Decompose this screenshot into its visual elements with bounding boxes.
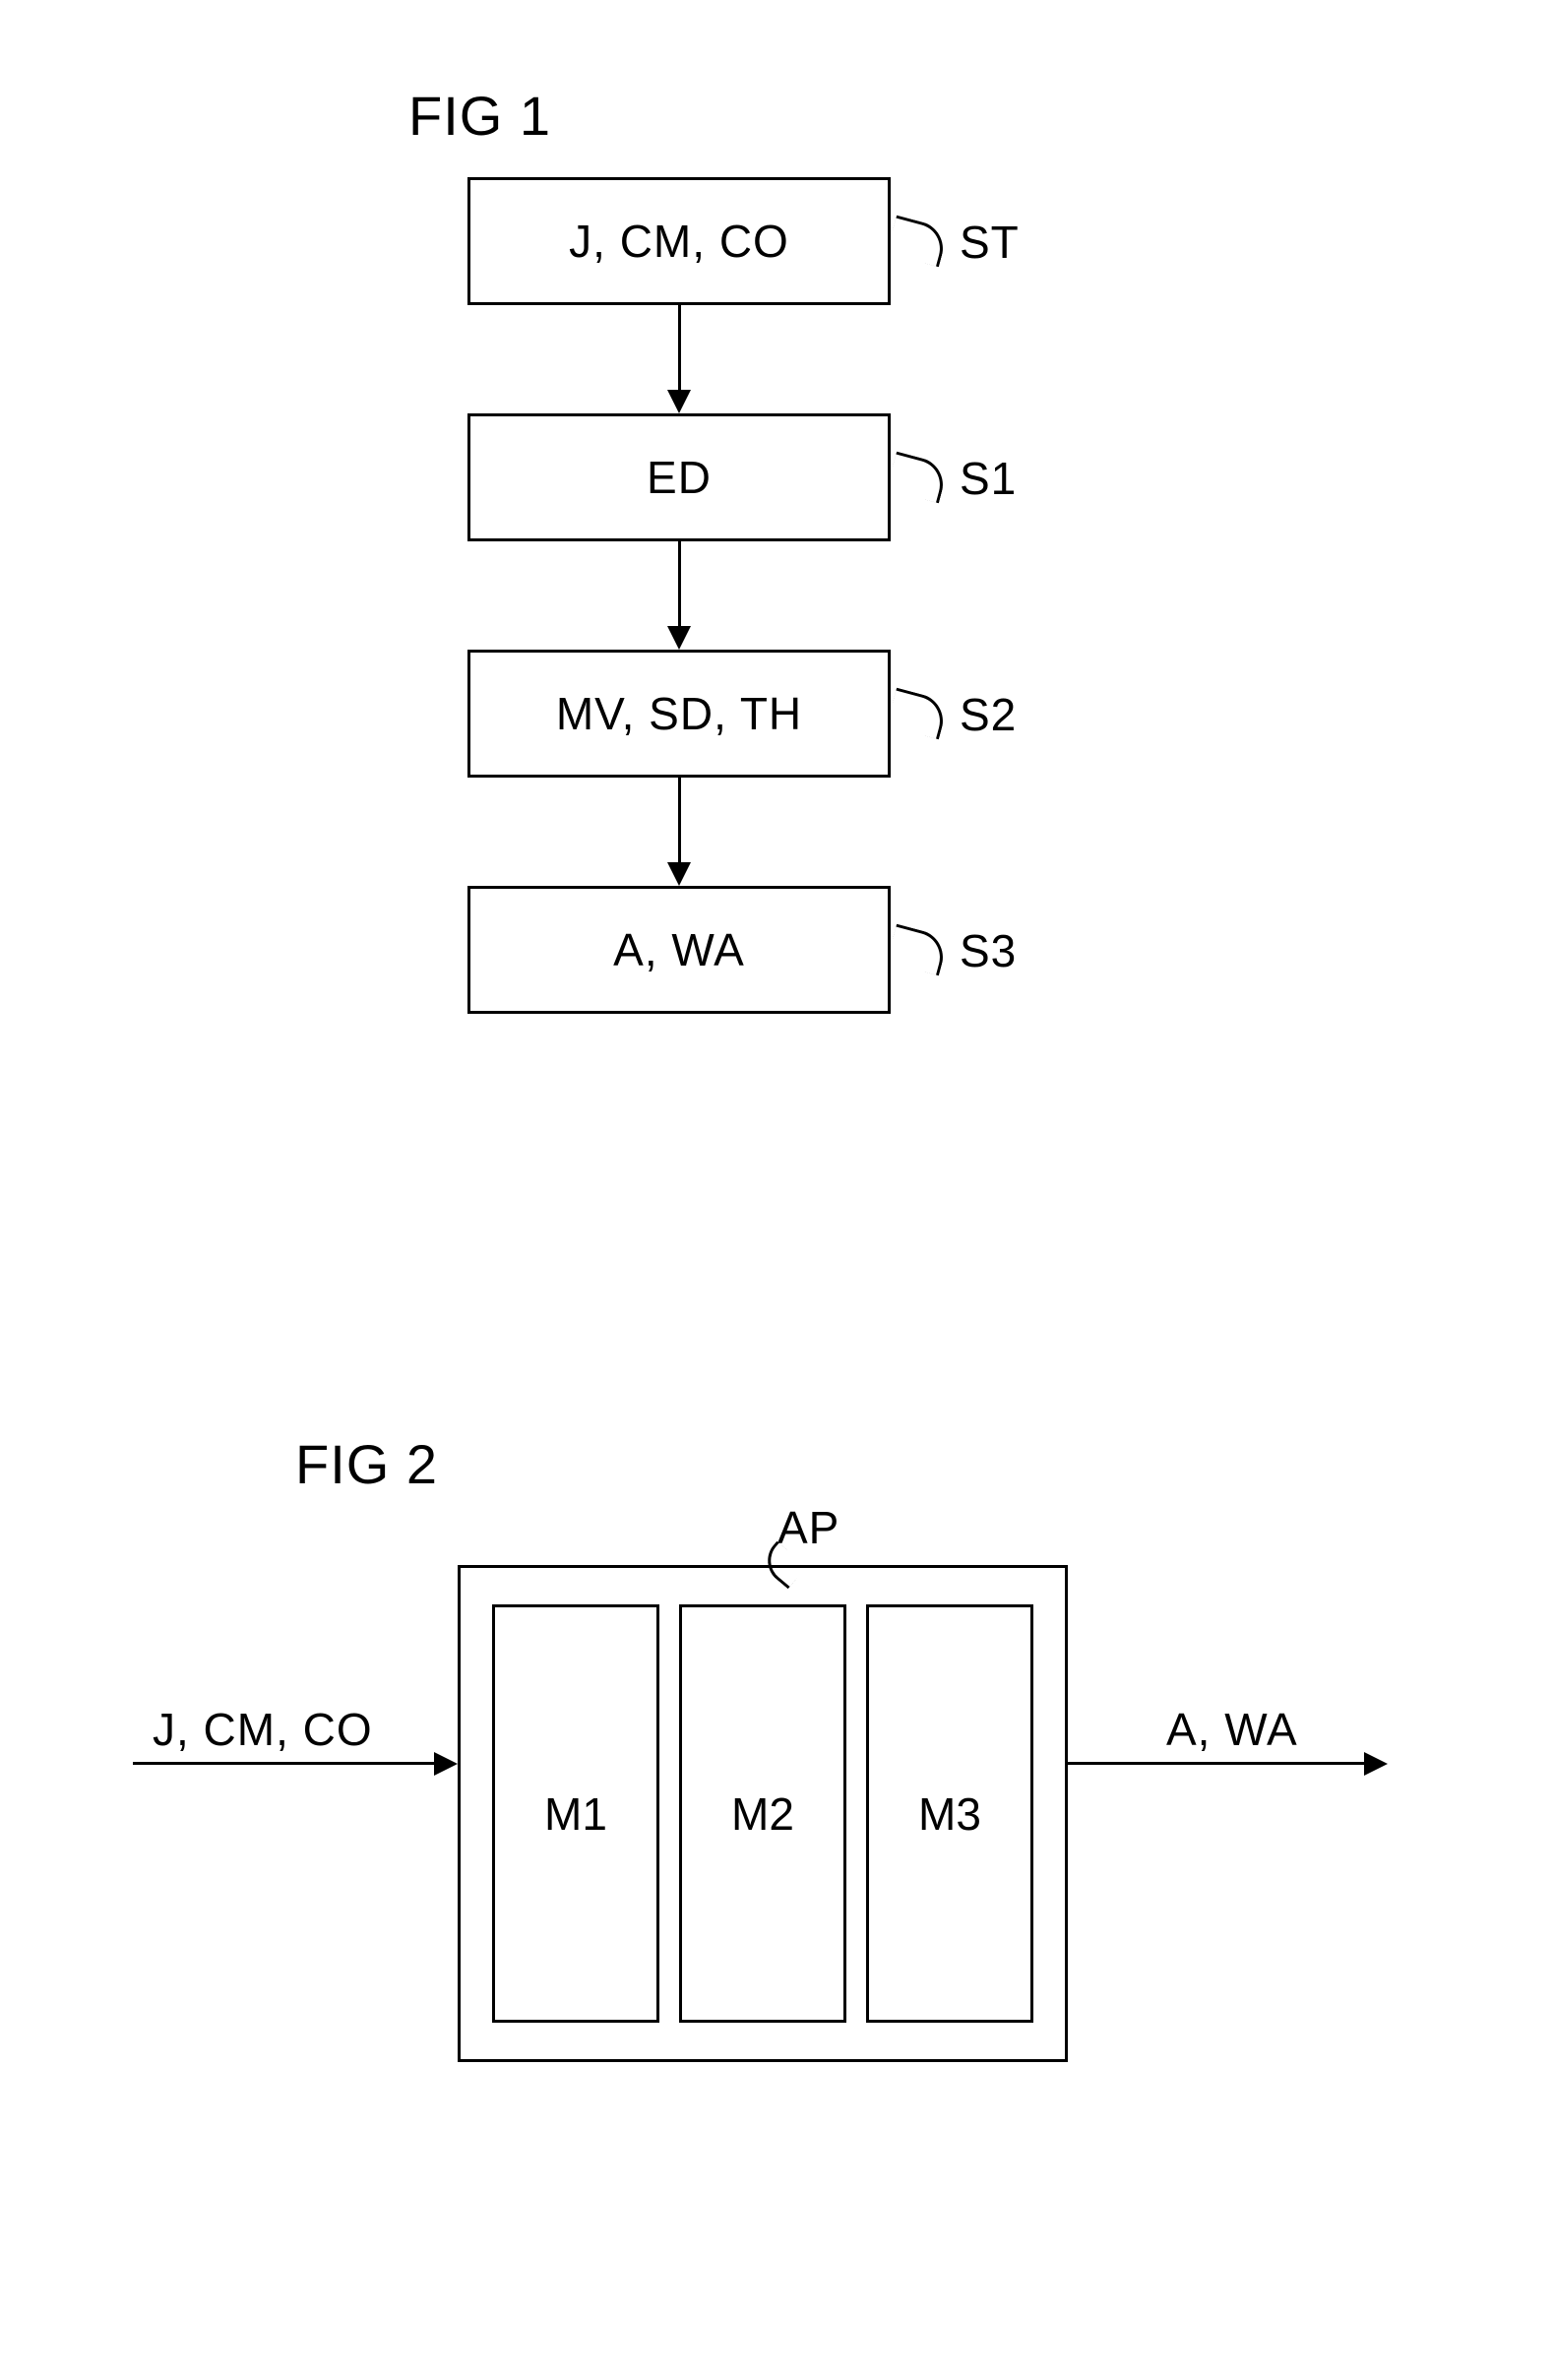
ap-label: AP: [777, 1501, 839, 1554]
fig1-title: FIG 1: [408, 84, 551, 148]
fig1-box-label-st: J, CM, CO: [569, 215, 789, 268]
fig1-arrow-head-icon-1: [667, 626, 691, 650]
fig2-inner-label-m3: M3: [918, 1787, 981, 1841]
fig1-side-label-s1: S1: [960, 452, 1017, 505]
fig1-arrow-shaft-1: [678, 541, 681, 628]
fig2-inner-label-m2: M2: [731, 1787, 794, 1841]
fig1-leader-s2: [887, 688, 949, 740]
fig1-leader-s3: [887, 924, 949, 976]
fig1-box-s2: MV, SD, TH: [467, 650, 891, 778]
fig2-input-label: J, CM, CO: [153, 1703, 373, 1756]
fig1-side-label-st: ST: [960, 216, 1020, 269]
fig2-input-arrow-head-icon: [434, 1752, 458, 1776]
fig1-box-s1: ED: [467, 413, 891, 541]
fig2-output-arrow-shaft: [1068, 1762, 1366, 1765]
fig2-output-label: A, WA: [1166, 1703, 1298, 1756]
fig1-arrow-head-icon-0: [667, 390, 691, 413]
fig1-box-s3: A, WA: [467, 886, 891, 1014]
fig2-output-arrow-head-icon: [1364, 1752, 1388, 1776]
fig2-inner-box-m2: M2: [679, 1604, 846, 2023]
fig1-leader-s1: [887, 452, 949, 504]
fig2-title: FIG 2: [295, 1432, 438, 1496]
fig1-box-st: J, CM, CO: [467, 177, 891, 305]
fig1-box-label-s3: A, WA: [613, 923, 745, 976]
fig1-arrow-shaft-2: [678, 778, 681, 864]
fig1-arrow-shaft-0: [678, 305, 681, 392]
fig1-leader-st: [887, 216, 949, 268]
fig1-side-label-s3: S3: [960, 924, 1017, 977]
fig1-arrow-head-icon-2: [667, 862, 691, 886]
fig2-inner-box-m1: M1: [492, 1604, 659, 2023]
fig2-input-arrow-shaft: [133, 1762, 436, 1765]
fig2-inner-label-m1: M1: [544, 1787, 607, 1841]
fig1-side-label-s2: S2: [960, 688, 1017, 741]
fig1-box-label-s2: MV, SD, TH: [556, 687, 802, 740]
fig1-box-label-s1: ED: [647, 451, 712, 504]
fig2-inner-box-m3: M3: [866, 1604, 1033, 2023]
